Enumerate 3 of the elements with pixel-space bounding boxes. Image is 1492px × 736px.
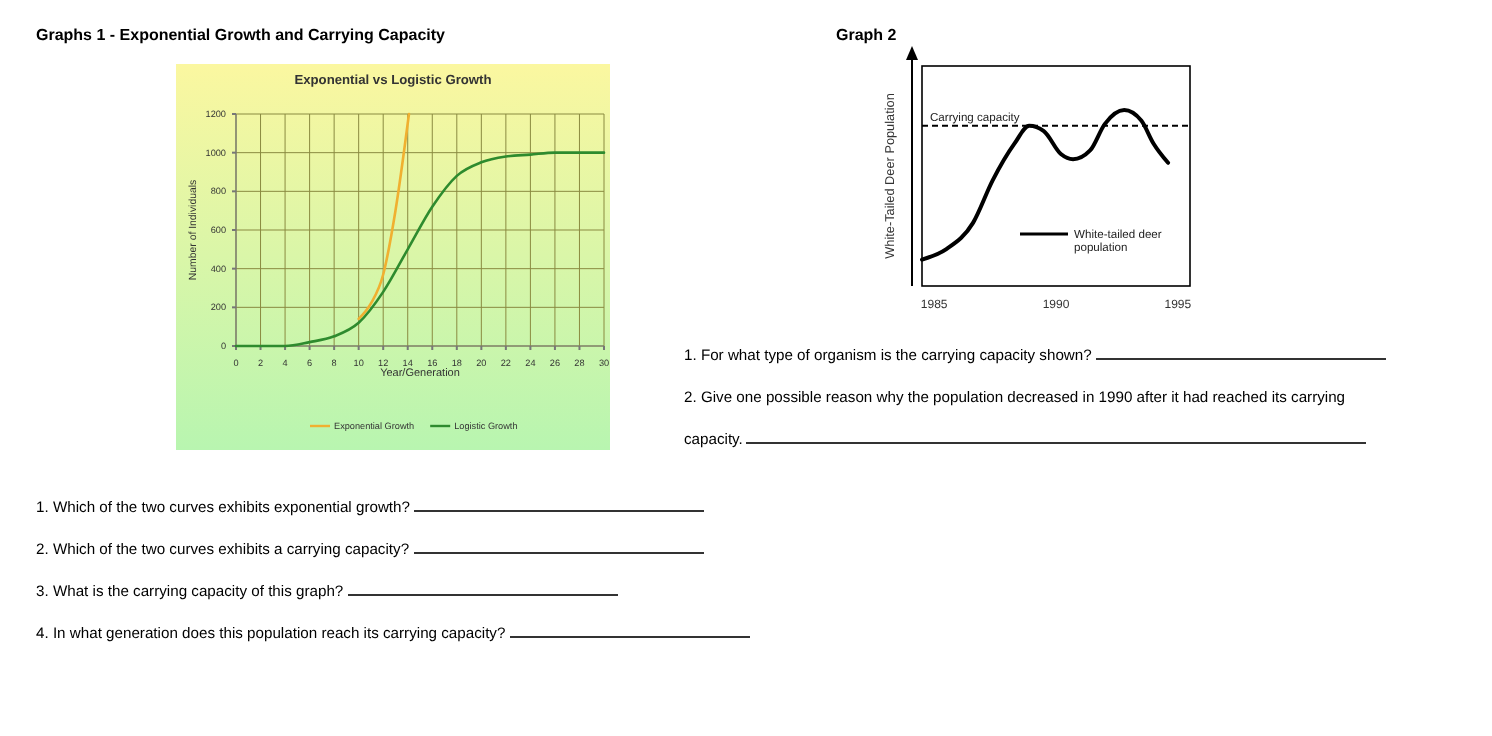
chart-title: Graph 2: [836, 26, 898, 44]
chart-title: Graphs 1 - Exponential Growth and Carrying Capacity: [36, 26, 447, 44]
line-series: [357, 112, 411, 321]
